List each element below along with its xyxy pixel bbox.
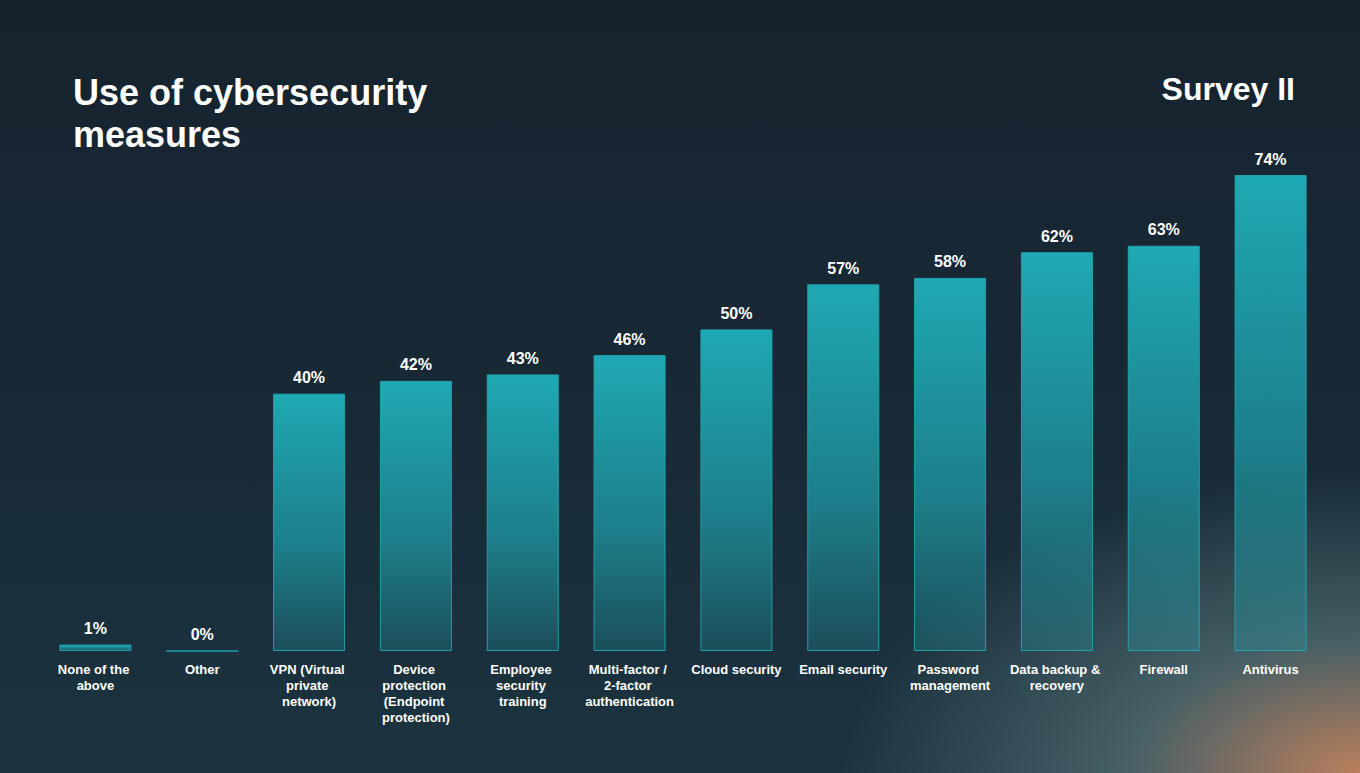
svg-text:private: private [286,678,332,693]
svg-text:62%: 62% [1041,228,1073,245]
svg-text:Employee: Employee [490,662,555,677]
svg-text:network): network) [282,694,336,709]
svg-text:50%: 50% [720,305,752,322]
svg-text:Email security: Email security [799,662,888,677]
svg-text:security: security [496,678,549,693]
svg-text:Data backup &: Data backup & [1010,662,1104,677]
svg-text:Other: Other [185,662,220,677]
svg-text:measures: measures [73,114,241,155]
svg-text:Use of cybersecurity: Use of cybersecurity [73,72,437,113]
svg-text:2-factor: 2-factor [604,678,655,693]
svg-text:Firewall: Firewall [1140,662,1188,677]
svg-text:protection: protection [382,678,449,693]
svg-text:43%: 43% [507,350,539,367]
svg-text:Survey II: Survey II [1162,71,1295,107]
svg-text:Password: Password [918,662,983,677]
svg-text:Cloud security: Cloud security [691,662,782,677]
svg-text:1%: 1% [84,620,107,637]
svg-text:training: training [499,694,547,709]
svg-text:protection): protection) [382,710,450,725]
svg-text:42%: 42% [400,356,432,373]
svg-text:Multi-factor /: Multi-factor / [589,662,671,677]
svg-text:57%: 57% [827,260,859,277]
svg-text:above: above [77,678,115,693]
svg-text:Antivirus: Antivirus [1242,662,1298,677]
svg-text:63%: 63% [1148,221,1180,238]
svg-text:Device: Device [393,662,439,677]
svg-text:authentication: authentication [585,694,674,709]
svg-text:40%: 40% [293,369,325,386]
svg-text:management: management [910,678,991,693]
svg-text:0%: 0% [191,626,214,643]
svg-text:recovery: recovery [1030,678,1085,693]
svg-text:VPN (Virtual: VPN (Virtual [270,662,349,677]
svg-text:58%: 58% [934,253,966,270]
svg-text:74%: 74% [1255,151,1287,168]
svg-text:None of the: None of the [58,662,133,677]
svg-text:46%: 46% [614,331,646,348]
svg-text:(Endpoint: (Endpoint [384,694,448,709]
